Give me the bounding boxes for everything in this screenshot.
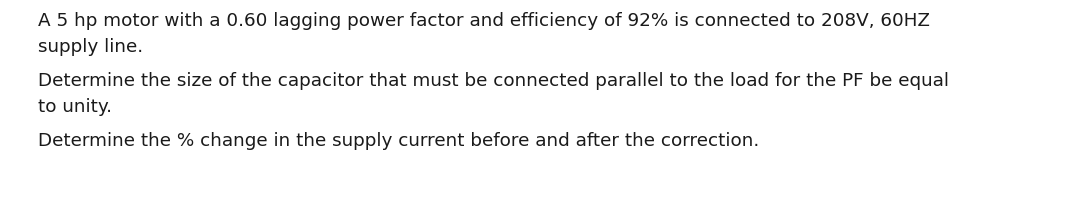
Text: A 5 hp motor with a 0.60 lagging power factor and efficiency of 92% is connected: A 5 hp motor with a 0.60 lagging power f… [38, 12, 930, 56]
Text: Determine the % change in the supply current before and after the correction.: Determine the % change in the supply cur… [38, 132, 759, 150]
Text: Determine the size of the capacitor that must be connected parallel to the load : Determine the size of the capacitor that… [38, 72, 949, 116]
